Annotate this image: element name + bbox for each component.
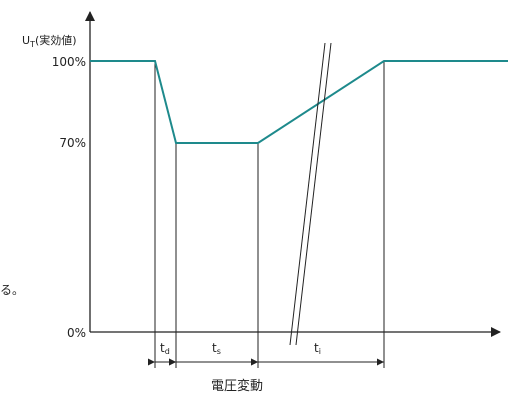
tick-label-100: 100%	[52, 55, 86, 69]
tick-label-70: 70%	[59, 136, 86, 150]
tick-label-0: 0%	[67, 326, 86, 340]
axis-break-line-right	[295, 42, 332, 346]
y-axis-label: UT(実効値)	[22, 33, 77, 49]
td-label: td	[160, 341, 170, 356]
voltage-curve	[90, 60, 508, 144]
ts-label: ts	[212, 341, 221, 356]
diagram-caption: 電圧変動	[211, 378, 263, 394]
ti-label: ti	[314, 341, 321, 356]
cropped-text-fragment: る。	[0, 283, 24, 297]
axis-break-line-left	[289, 42, 326, 346]
